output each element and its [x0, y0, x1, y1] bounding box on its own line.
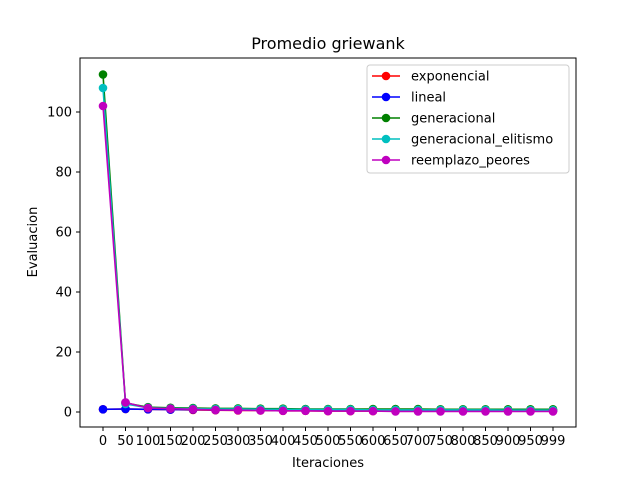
- x-tick-label: 450: [293, 434, 318, 449]
- data-point-reemplazo_peores: [188, 405, 198, 414]
- data-point-reemplazo_peores: [233, 405, 243, 415]
- data-point-reemplazo_peores: [323, 406, 333, 416]
- data-point-reemplazo_peores: [301, 406, 310, 416]
- legend-swatch-marker: [381, 92, 391, 102]
- x-tick-label: 999: [541, 434, 566, 449]
- legend-swatch-marker: [381, 71, 391, 81]
- y-axis-label: Evaluacion: [26, 207, 41, 278]
- legend-swatch-marker: [381, 134, 391, 144]
- x-tick-label: 850: [473, 434, 498, 449]
- x-tick-label: 200: [181, 434, 206, 449]
- data-point-generacional_elitismo: [98, 83, 108, 93]
- data-point-generacional: [98, 70, 108, 79]
- legend-label: reemplazo_peores: [411, 154, 530, 169]
- chart-title: Promedio griewank: [251, 34, 405, 53]
- legend-box: [366, 64, 570, 174]
- y-tick-label: 80: [55, 166, 72, 181]
- data-point-reemplazo_peores: [526, 407, 535, 416]
- x-tick-label: 350: [248, 434, 273, 449]
- x-tick-label: 750: [428, 434, 453, 449]
- data-point-reemplazo_peores: [458, 407, 468, 416]
- data-point-reemplazo_peores: [278, 406, 288, 416]
- data-point-reemplazo_peores: [436, 407, 445, 416]
- x-tick-label: 300: [226, 434, 251, 449]
- x-tick-label: 250: [203, 434, 228, 449]
- x-tick-label: 100: [136, 434, 161, 449]
- x-axis-label: Iteraciones: [292, 456, 364, 471]
- x-tick-label: 550: [338, 434, 363, 449]
- x-axis: 0 50 1001502002503003504004505005506006507…: [99, 427, 566, 449]
- x-tick-label: 400: [271, 434, 296, 449]
- x-tick-label: 0: [99, 434, 107, 449]
- legend-label: generacional_elitismo: [411, 133, 553, 148]
- data-point-lineal: [98, 405, 108, 414]
- data-point-reemplazo_peores: [368, 406, 378, 416]
- y-tick-label: 20: [55, 346, 72, 361]
- data-point-reemplazo_peores: [481, 407, 490, 416]
- legend-label: exponencial: [411, 70, 489, 85]
- x-tick-label: 900: [496, 434, 521, 449]
- data-point-reemplazo_peores: [98, 101, 108, 111]
- data-point-reemplazo_peores: [413, 407, 423, 416]
- x-tick-label: 800: [451, 434, 476, 449]
- y-tick-label: 60: [55, 226, 72, 241]
- data-point-reemplazo_peores: [143, 403, 153, 413]
- y-tick-label: 40: [55, 286, 72, 301]
- data-point-reemplazo_peores: [503, 407, 513, 416]
- legend: exponencial lineal generacional generaciona…: [366, 64, 570, 174]
- x-tick-label: 500: [316, 434, 341, 449]
- legend-swatch-marker: [381, 113, 391, 123]
- legend-label: lineal: [411, 91, 446, 106]
- data-point-reemplazo_peores: [346, 406, 355, 416]
- data-point-reemplazo_peores: [121, 398, 130, 407]
- series-layer: [98, 70, 558, 416]
- data-point-reemplazo_peores: [391, 407, 400, 416]
- x-tick-label: 50: [117, 434, 134, 449]
- x-tick-label: 600: [361, 434, 386, 449]
- y-axis: 0 20 40 60 80 100: [47, 106, 80, 421]
- y-tick-label: 100: [47, 106, 72, 121]
- x-tick-label: 650: [383, 434, 408, 449]
- data-point-reemplazo_peores: [211, 405, 220, 415]
- x-tick-label: 950: [518, 434, 543, 449]
- x-tick-label: 150: [158, 434, 183, 449]
- data-point-reemplazo_peores: [166, 404, 175, 414]
- x-tick-label: 700: [406, 434, 431, 449]
- y-tick-label: 0: [64, 406, 72, 421]
- data-point-reemplazo_peores: [256, 406, 265, 415]
- legend-label: generacional: [411, 112, 495, 127]
- data-point-reemplazo_peores: [548, 407, 558, 416]
- legend-swatch-marker: [381, 155, 391, 165]
